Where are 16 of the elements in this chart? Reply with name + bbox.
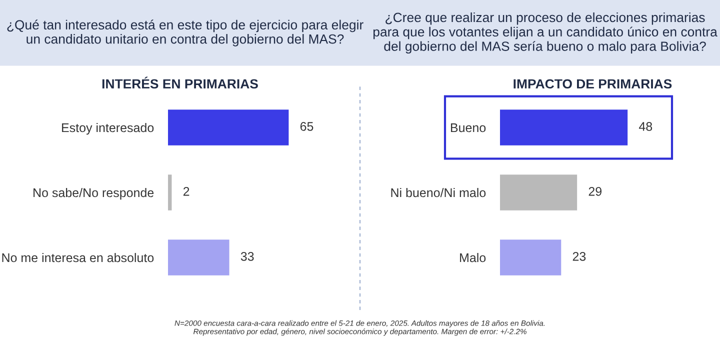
y-tick-label: No me interesa en absoluto [2,252,154,262]
chart-title: ¿Cree que realizar un proceso de elecciones primarias para que los votantes elijan a un candidato único en contra del gobierno del MAS sería bueno o malo para Bolivia? [373,12,718,54]
data-label: 33 [240,252,254,261]
chart-subtitle: INTERÉS EN PRIMARIAS [102,76,258,89]
y-tick-label: Ni bueno/Ni malo [391,188,486,198]
y-tick-label: Estoy interesado [62,122,154,135]
chart-subtitle: IMPACTO DE PRIMARIAS [514,79,672,89]
data-label: 48 [638,122,652,131]
data-label: 29 [588,187,602,196]
data-label: 23 [572,252,586,261]
data-label: 2 [183,187,190,196]
y-tick-label: No sabe/No responde [34,188,154,200]
y-tick-label: Malo [460,252,486,262]
chart-title: ¿Qué tan interesado está en este tipo de ejercicio para elegir un candidato unitario en contra del gobierno del MAS? [7,20,364,46]
data-label: 65 [300,122,314,131]
y-tick-label: Bueno [450,123,486,132]
